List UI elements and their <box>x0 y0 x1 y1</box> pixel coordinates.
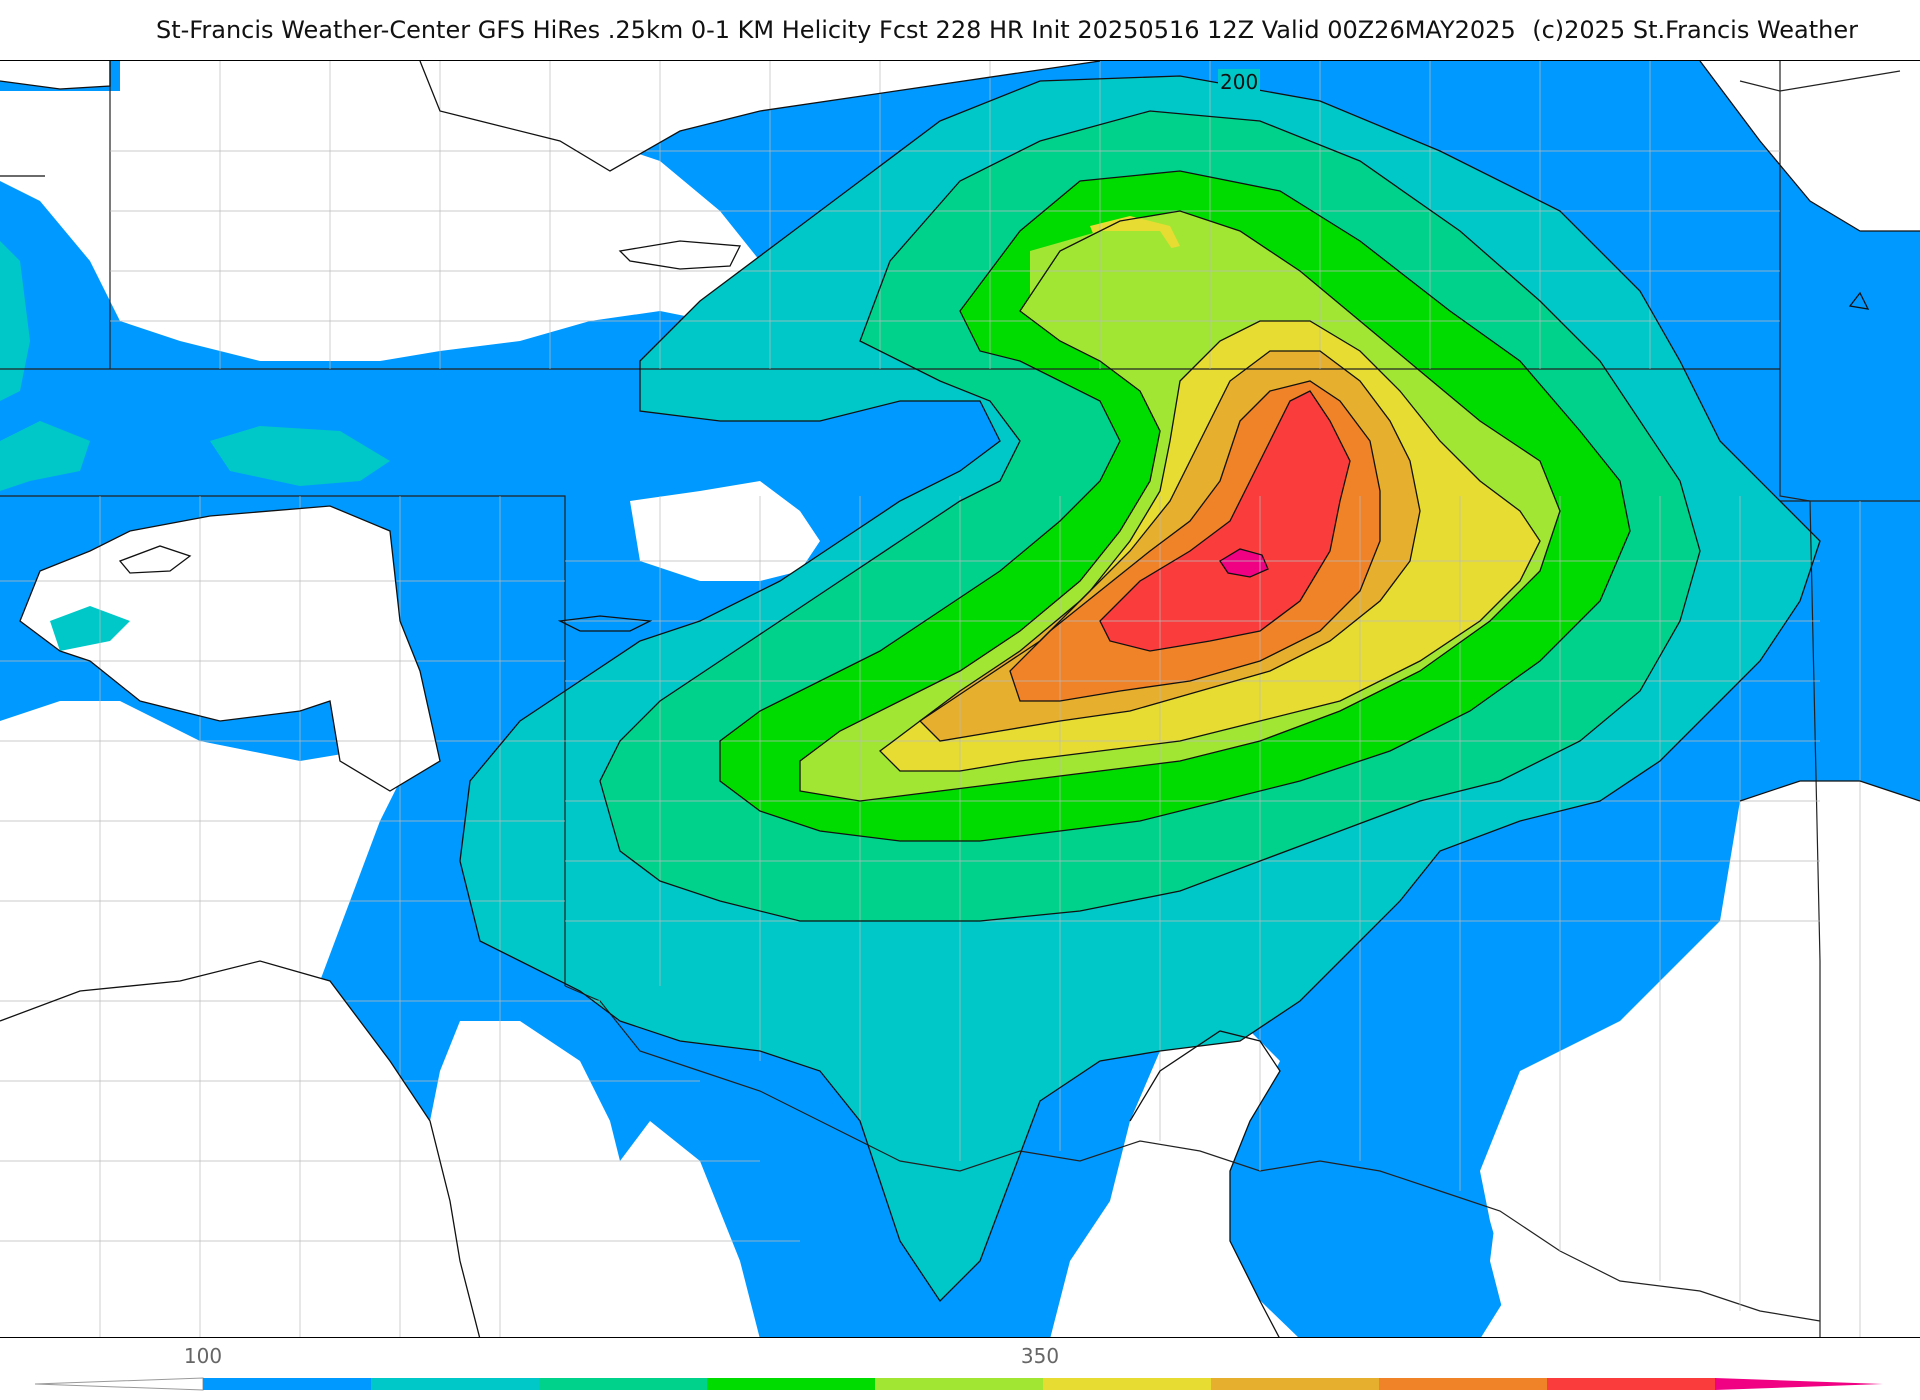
contour-label-group: 200 <box>1218 69 1260 94</box>
gap-region-south <box>0 961 480 1337</box>
blob-lightgreen-north <box>1030 231 1180 331</box>
contour-center-b <box>618 240 742 270</box>
contour-400 <box>919 350 1421 742</box>
contour-lines <box>0 61 1920 1337</box>
map-title: St-Francis Weather-Center GFS HiRes .25k… <box>156 16 1516 44</box>
contour-label-bg <box>1218 69 1260 93</box>
gap-region-southeast <box>1490 781 1920 1337</box>
colorbar-segment-7 <box>1379 1378 1547 1390</box>
county-grid-h <box>0 150 1820 1242</box>
blob-west-4 <box>0 241 30 401</box>
map-panel[interactable]: 200 <box>0 60 1920 1338</box>
title-bar: St-Francis Weather-Center GFS HiRes .25k… <box>0 0 1920 60</box>
helicity-fill-layers <box>0 61 1920 1337</box>
blob-west-3 <box>50 606 130 651</box>
boundary-lines <box>0 61 1920 1337</box>
contour-250 <box>719 170 1631 842</box>
county-lines <box>0 61 1861 1337</box>
contour-100-main <box>419 61 1920 232</box>
gap-region-bay <box>1130 1031 1280 1337</box>
colorbar-segment-9 <box>1715 1378 1883 1390</box>
contour-350 <box>879 320 1541 772</box>
contour-label-200: 200 <box>1220 70 1258 94</box>
contour-east <box>1739 780 1920 802</box>
colorbar-tick-100: 100 <box>183 1344 223 1368</box>
contour-bay <box>1129 1030 1281 1337</box>
contour-450 <box>1009 380 1381 702</box>
state-line-mid <box>0 495 566 986</box>
fill-band-500 <box>1100 391 1350 651</box>
helicity-map[interactable]: 200 <box>0 61 1920 1338</box>
contour-center-a <box>557 615 653 632</box>
colorbar-segment-8 <box>1547 1378 1715 1390</box>
contour-west-a <box>19 505 441 792</box>
colorbar-segment-0 <box>203 1378 371 1390</box>
colorbar: 100 350 <box>0 1340 1920 1400</box>
colorbar-segment-5 <box>1043 1378 1211 1390</box>
contour-500 <box>1099 390 1351 652</box>
colorbar-segment-4 <box>875 1378 1043 1390</box>
contour-west-b <box>118 545 192 574</box>
gap-region-center <box>630 481 820 581</box>
river-line <box>564 985 1821 1322</box>
fill-band-550 <box>1220 549 1268 577</box>
blob-west-2 <box>0 421 90 491</box>
contour-150 <box>459 75 1821 1303</box>
contour-200 <box>599 110 1701 922</box>
river-line-north <box>1739 70 1901 92</box>
gap-region-mid <box>20 506 440 791</box>
colorbar-segment-2 <box>539 1378 707 1390</box>
colorbar-tick-350: 350 <box>1020 1344 1060 1368</box>
contour-100-north <box>0 61 111 90</box>
blob-west-1 <box>210 426 390 486</box>
county-grid-v <box>99 61 1861 1337</box>
contour-300 <box>799 210 1561 802</box>
colorbar-bar <box>34 1377 1883 1391</box>
colorbar-segment-3 <box>707 1378 875 1390</box>
colorbar-segment-1 <box>371 1378 539 1390</box>
copyright-notice: (c)2025 St.Francis Weather <box>1532 16 1858 44</box>
contour-south <box>0 960 481 1337</box>
contour-550 <box>1219 548 1269 578</box>
colorbar-segment-6 <box>1211 1378 1379 1390</box>
colorbar-underflow-triangle <box>34 1377 204 1391</box>
contour-east-small <box>1848 291 1870 310</box>
